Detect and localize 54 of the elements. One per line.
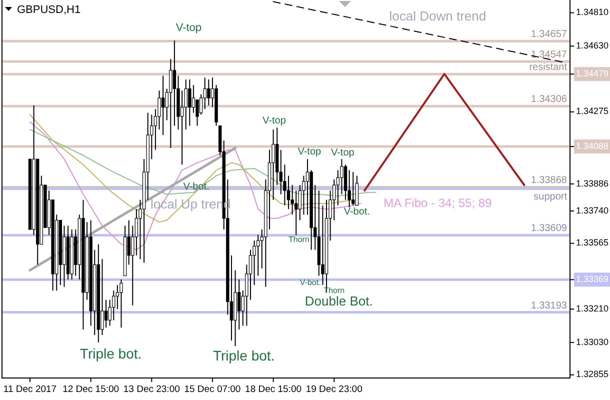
y-tick-label: 1.33886 (576, 178, 609, 188)
candlestick (248, 249, 252, 300)
candlestick (180, 90, 184, 166)
x-tick-label: 12 Dec 15:00 (62, 384, 120, 395)
ref-line-label: 1.33609 (530, 223, 568, 234)
candlestick (192, 84, 196, 114)
y-tick-label: 1.33740 (576, 205, 609, 216)
y-tick-label: 1.33030 (576, 336, 609, 347)
ref-line-label: 1.34547 (530, 49, 568, 60)
annotation: Thorn (324, 286, 345, 296)
annotation: MA Fibo - 34; 55; 89 (384, 196, 492, 210)
annotation: V-top (298, 146, 322, 158)
annotation: V-top (262, 116, 286, 127)
annotation: Triple bot. (212, 348, 275, 364)
x-tick-label: 19 Dec 23:00 (306, 384, 362, 395)
candlestick (161, 75, 165, 136)
candlestick (188, 78, 192, 126)
y-tick-label: 1.32855 (576, 369, 609, 380)
ref-line-label: 1.33868 (530, 175, 568, 186)
x-tick-label: 15 Dec 07:00 (184, 384, 241, 395)
annotation: Double Bot. (304, 293, 373, 308)
candlestick (104, 299, 108, 328)
y-tick-label: 1.34275 (576, 106, 609, 116)
chart-title: GBPUSD,H1 (17, 4, 81, 16)
ref-line-label: 1.34657 (530, 29, 568, 40)
candlestick (355, 175, 359, 206)
ref-line-label: 1.33193 (530, 300, 568, 312)
annotation: V-bot. (300, 278, 321, 288)
annotation: V-bot. (344, 206, 370, 218)
y-tick-label: 1.34630 (576, 40, 609, 50)
candlestick (120, 278, 123, 328)
candlestick (286, 175, 290, 210)
candlestick (100, 258, 104, 336)
annotation: V-top (176, 22, 202, 34)
annotation: Triple bot. (80, 346, 142, 362)
x-tick-label: 13 Dec 23:00 (123, 384, 180, 395)
candlestick (352, 172, 355, 206)
y-tick-label: 1.33369 (576, 274, 609, 284)
annotation: local Down trend (389, 8, 486, 24)
annotation: Thorn (288, 235, 310, 244)
ref-line-label: resistant (529, 62, 568, 74)
x-tick-label: 11 Dec 2017 (3, 384, 57, 395)
candlestick (172, 40, 176, 126)
y-tick-label: 1.34810 (576, 7, 609, 18)
x-tick-label: 18 Dec 15:00 (245, 384, 302, 395)
y-tick-label: 1.33565 (576, 238, 609, 248)
candlestick (207, 78, 210, 106)
y-tick-label: 1.33210 (576, 303, 609, 314)
candlestick (237, 278, 241, 330)
ref-line-label: support (534, 192, 568, 203)
ref-line-label: 1.34306 (530, 94, 568, 106)
annotation: V-top (330, 148, 355, 159)
y-tick-label: 1.34479 (576, 68, 609, 78)
y-tick-label: 1.34088 (576, 140, 609, 151)
